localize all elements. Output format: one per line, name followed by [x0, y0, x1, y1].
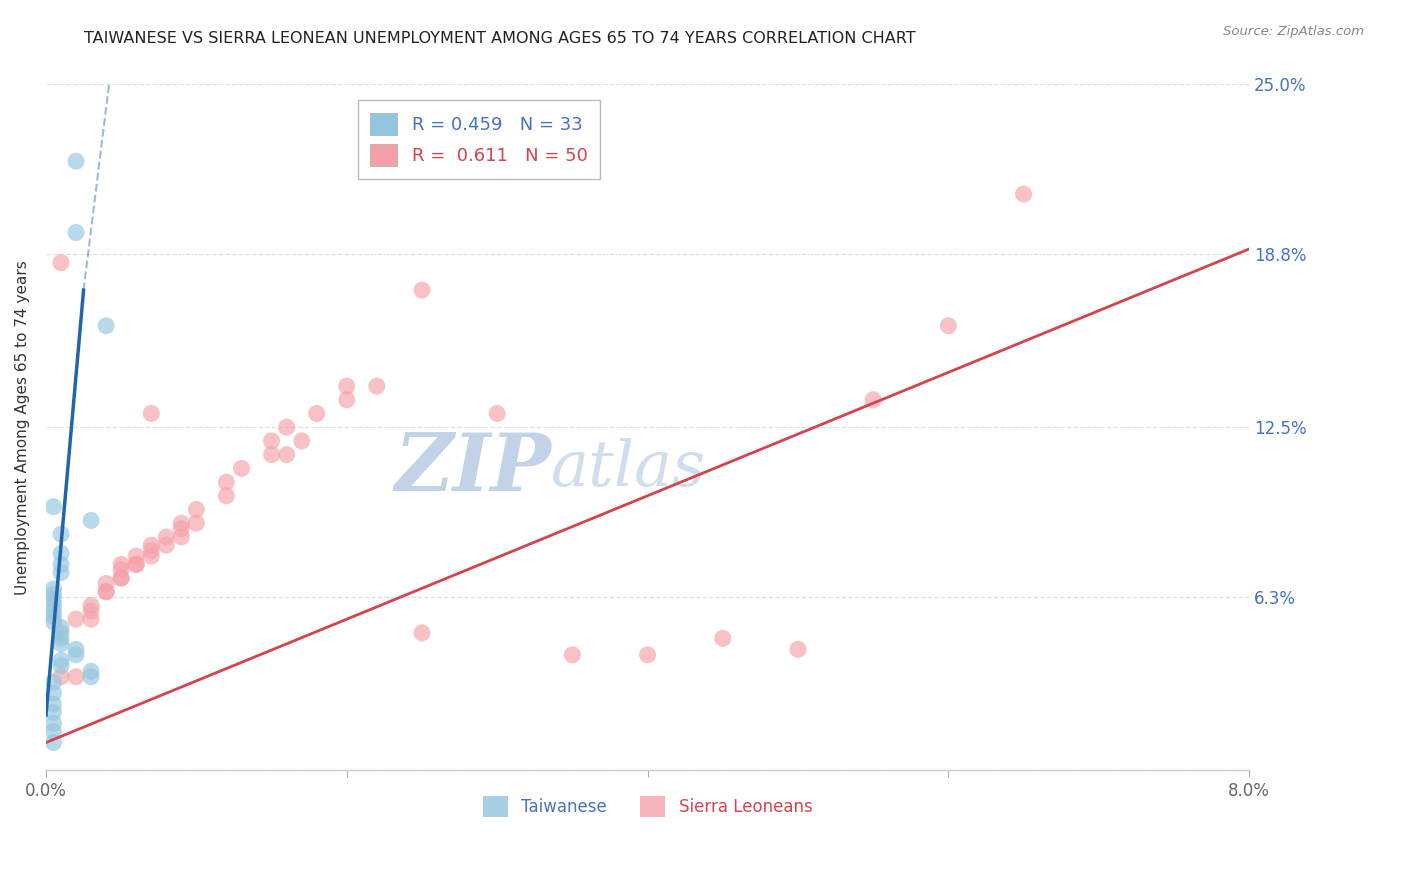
- Point: [49, 637, 72, 651]
- Point: [49, 255, 72, 269]
- Point: [42, 706, 65, 720]
- Point: [42, 582, 65, 596]
- Point: [110, 571, 132, 585]
- Point: [260, 434, 283, 448]
- Point: [291, 434, 314, 448]
- Point: [80, 665, 103, 679]
- Point: [42, 675, 65, 690]
- Point: [65, 226, 87, 240]
- Point: [260, 448, 283, 462]
- Point: [42, 716, 65, 731]
- Point: [141, 538, 163, 552]
- Point: [366, 379, 388, 393]
- Point: [49, 653, 72, 667]
- Point: [42, 609, 65, 624]
- Point: [42, 593, 65, 607]
- Point: [141, 543, 163, 558]
- Point: [231, 461, 253, 475]
- Point: [155, 538, 177, 552]
- Point: [486, 407, 509, 421]
- Point: [42, 599, 65, 613]
- Point: [125, 558, 148, 572]
- Point: [42, 697, 65, 711]
- Point: [170, 530, 193, 544]
- Point: [125, 549, 148, 563]
- Point: [49, 632, 72, 646]
- Point: [42, 604, 65, 618]
- Point: [49, 626, 72, 640]
- Point: [49, 558, 72, 572]
- Point: [42, 686, 65, 700]
- Point: [42, 500, 65, 514]
- Text: atlas: atlas: [551, 438, 706, 500]
- Point: [80, 612, 103, 626]
- Y-axis label: Unemployment Among Ages 65 to 74 years: Unemployment Among Ages 65 to 74 years: [15, 260, 30, 595]
- Point: [94, 584, 117, 599]
- Point: [65, 670, 87, 684]
- Text: Source: ZipAtlas.com: Source: ZipAtlas.com: [1223, 25, 1364, 38]
- Point: [561, 648, 583, 662]
- Legend: Taiwanese, Sierra Leoneans: Taiwanese, Sierra Leoneans: [477, 789, 818, 823]
- Point: [411, 283, 433, 297]
- Point: [938, 318, 960, 333]
- Point: [215, 489, 238, 503]
- Point: [94, 318, 117, 333]
- Point: [94, 584, 117, 599]
- Point: [336, 392, 359, 407]
- Point: [862, 392, 884, 407]
- Text: ZIP: ZIP: [395, 430, 551, 508]
- Point: [110, 563, 132, 577]
- Point: [49, 670, 72, 684]
- Point: [170, 516, 193, 531]
- Point: [411, 626, 433, 640]
- Text: TAIWANESE VS SIERRA LEONEAN UNEMPLOYMENT AMONG AGES 65 TO 74 YEARS CORRELATION C: TAIWANESE VS SIERRA LEONEAN UNEMPLOYMENT…: [84, 31, 915, 46]
- Point: [336, 379, 359, 393]
- Point: [711, 632, 734, 646]
- Point: [215, 475, 238, 489]
- Point: [80, 670, 103, 684]
- Point: [65, 612, 87, 626]
- Point: [49, 527, 72, 541]
- Point: [637, 648, 659, 662]
- Point: [186, 502, 208, 516]
- Point: [49, 546, 72, 560]
- Point: [125, 558, 148, 572]
- Point: [49, 658, 72, 673]
- Point: [94, 576, 117, 591]
- Point: [110, 558, 132, 572]
- Point: [80, 513, 103, 527]
- Point: [42, 587, 65, 601]
- Point: [80, 599, 103, 613]
- Point: [49, 566, 72, 580]
- Point: [170, 522, 193, 536]
- Point: [155, 530, 177, 544]
- Point: [65, 648, 87, 662]
- Point: [305, 407, 328, 421]
- Point: [65, 642, 87, 657]
- Point: [787, 642, 810, 657]
- Point: [186, 516, 208, 531]
- Point: [49, 620, 72, 634]
- Point: [1012, 187, 1035, 202]
- Point: [276, 420, 298, 434]
- Point: [110, 571, 132, 585]
- Point: [141, 407, 163, 421]
- Point: [42, 735, 65, 749]
- Point: [42, 615, 65, 629]
- Point: [80, 604, 103, 618]
- Point: [65, 154, 87, 169]
- Point: [42, 724, 65, 739]
- Point: [141, 549, 163, 563]
- Point: [276, 448, 298, 462]
